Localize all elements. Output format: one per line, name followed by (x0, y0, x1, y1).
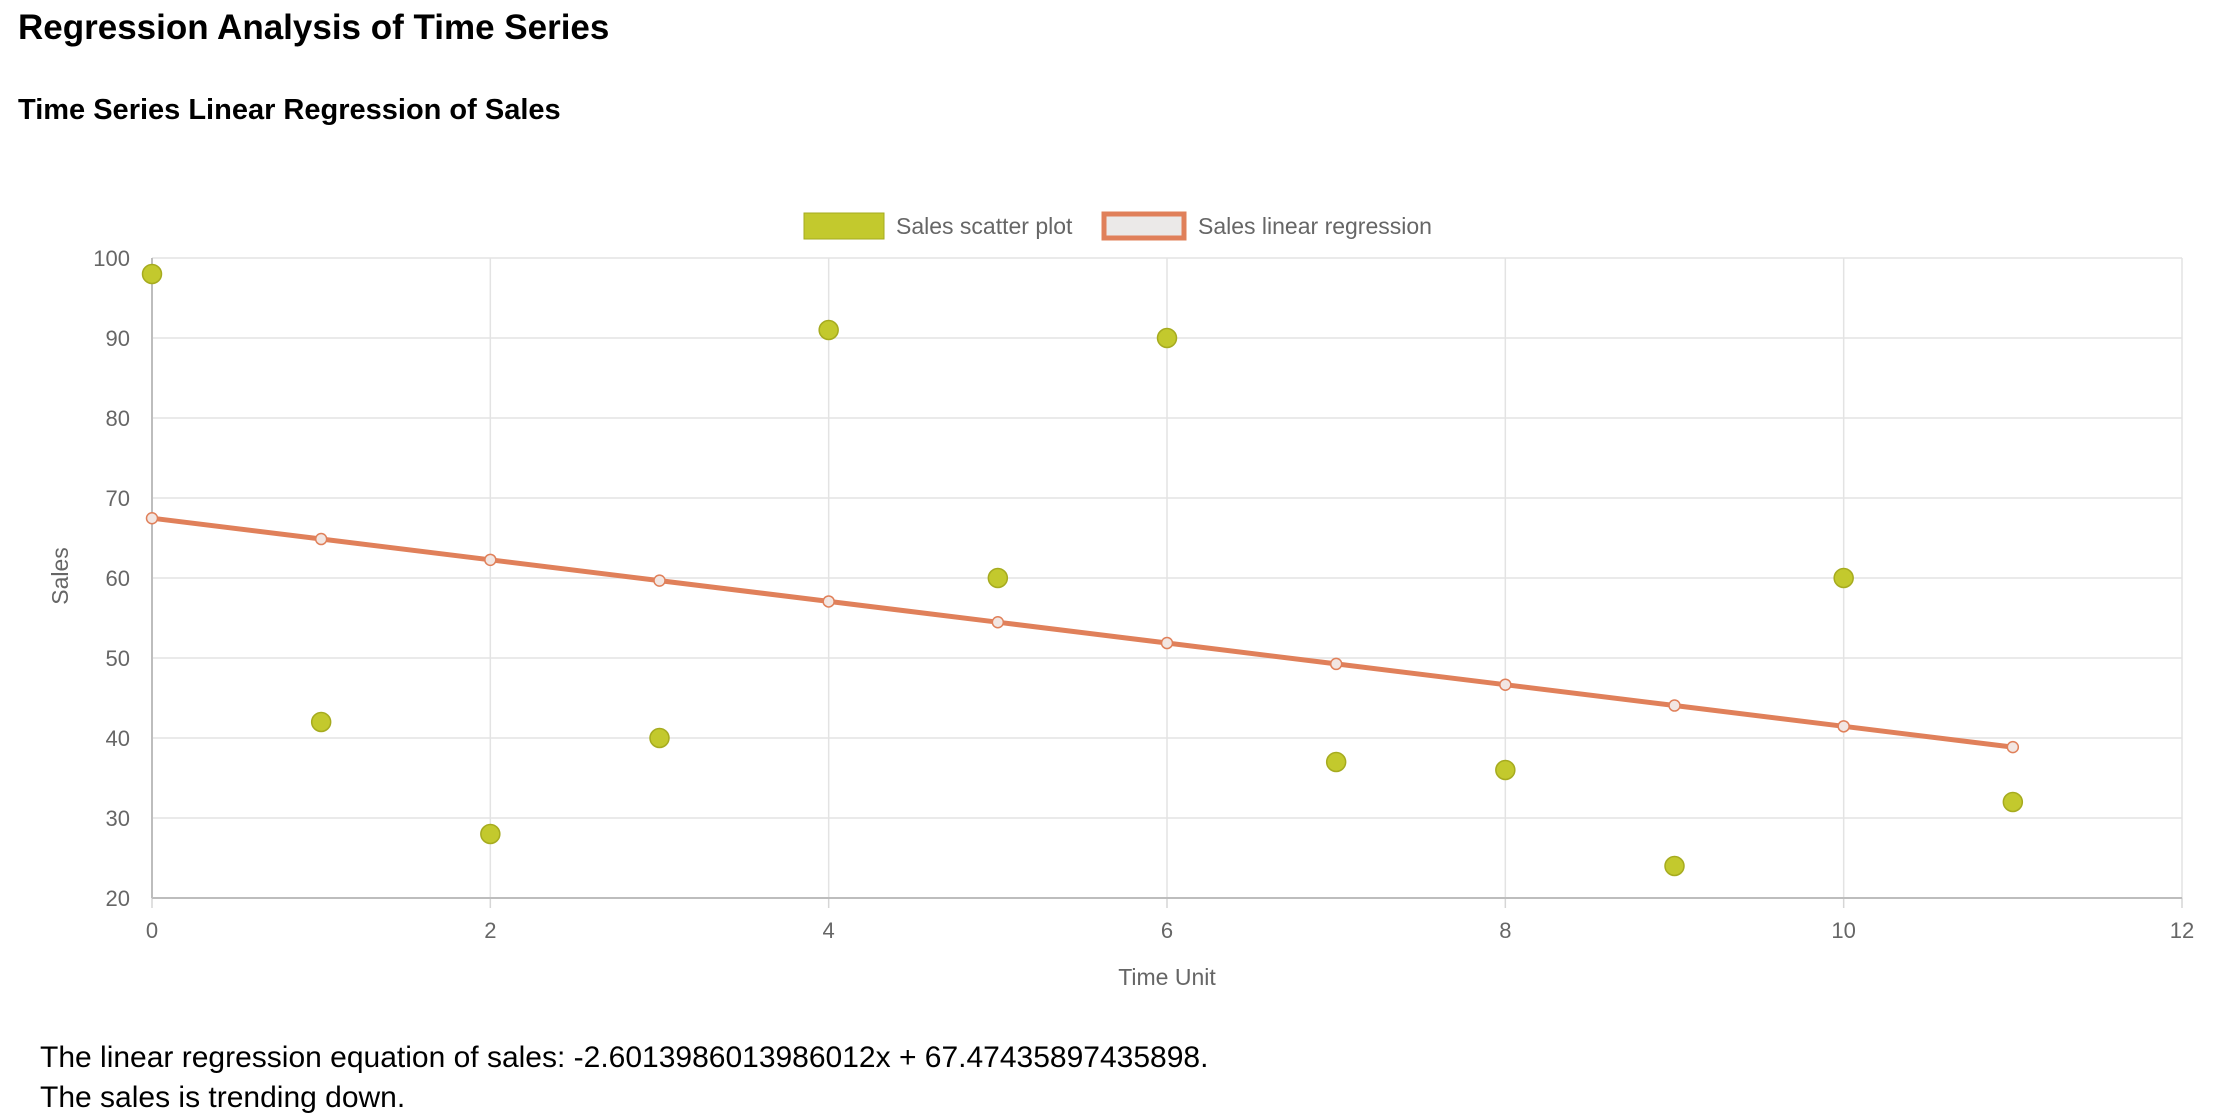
trend-text: The sales is trending down. (40, 1081, 406, 1114)
x-tick-label: 4 (823, 918, 835, 943)
scatter-point[interactable] (1833, 567, 1854, 589)
sales-regression-chart: 20 30 40 50 60 70 80 90 100 0 2 4 6 8 10 12 Sales scatt… (47, 211, 2194, 990)
regression-point[interactable] (822, 595, 835, 608)
scatter-point[interactable] (1325, 751, 1347, 773)
scatter-point[interactable] (1664, 855, 1685, 877)
scatter-point[interactable] (2002, 791, 2024, 813)
scatter-point[interactable] (1156, 327, 1178, 349)
legend-label-scatter: Sales scatter plot (896, 213, 1073, 239)
x-tick-label: 12 (2170, 918, 2194, 943)
scatter-point[interactable] (649, 727, 670, 749)
page-title: Regression Analysis of Time Series (18, 8, 610, 47)
regression-equation-text: The linear regression equation of sales:… (40, 1041, 1209, 1074)
regression-line-layer (145, 511, 2020, 754)
y-tick-label: 80 (106, 406, 130, 431)
y-tick-label: 90 (106, 326, 130, 351)
regression-results: The linear regression equation of sales:… (40, 1038, 1208, 1118)
regression-point[interactable] (1499, 678, 1512, 691)
scatter-point[interactable] (1495, 759, 1516, 781)
x-tick-label: 10 (1831, 918, 1855, 943)
x-axis-label: Time Unit (1118, 964, 1216, 990)
scatter-point[interactable] (818, 319, 839, 341)
x-tick-label: 6 (1161, 918, 1173, 943)
regression-point[interactable] (1329, 657, 1343, 671)
y-tick-label: 100 (93, 246, 130, 271)
scatter-point[interactable] (141, 263, 163, 285)
regression-point[interactable] (1160, 636, 1174, 650)
scatter-point[interactable] (310, 711, 332, 733)
legend-label-regression: Sales linear regression (1198, 213, 1432, 239)
data-points (141, 263, 2024, 877)
regression-line (151, 515, 2014, 750)
x-tick-label: 8 (1499, 918, 1511, 943)
legend-item-scatter[interactable]: Sales scatter plot (803, 212, 1073, 240)
y-tick-label: 30 (106, 806, 130, 831)
scatter-point[interactable] (987, 567, 1009, 589)
y-tick-label: 40 (106, 726, 130, 751)
y-tick-label: 70 (106, 486, 130, 511)
regression-point[interactable] (484, 553, 497, 567)
regression-point[interactable] (653, 574, 666, 587)
regression-point[interactable] (1837, 720, 1850, 733)
tick-labels: 20 30 40 50 60 70 80 90 100 0 2 4 6 8 10 12 (93, 246, 2194, 943)
y-tick-label: 50 (106, 646, 130, 671)
x-tick-label: 2 (484, 918, 496, 943)
regression-point[interactable] (2006, 740, 2020, 754)
axes (151, 258, 2182, 899)
legend-item-regression[interactable]: Sales linear regression (1101, 211, 1432, 241)
y-tick-label: 60 (106, 566, 130, 591)
scatter-point[interactable] (480, 823, 501, 845)
x-tick-label: 0 (146, 918, 158, 943)
regression-point[interactable] (145, 511, 159, 525)
grid-lines (151, 257, 2183, 908)
legend[interactable]: Sales scatter plot Sales linear regressio… (803, 211, 1432, 241)
y-axis-label: Sales (47, 547, 73, 605)
regression-point[interactable] (1668, 699, 1681, 712)
legend-swatch-regression (1101, 211, 1187, 241)
y-tick-label: 20 (106, 886, 130, 911)
chart-heading: Time Series Linear Regression of Sales (18, 94, 561, 126)
regression-point[interactable] (991, 615, 1005, 629)
legend-swatch-scatter (803, 212, 885, 240)
regression-point[interactable] (314, 532, 328, 546)
